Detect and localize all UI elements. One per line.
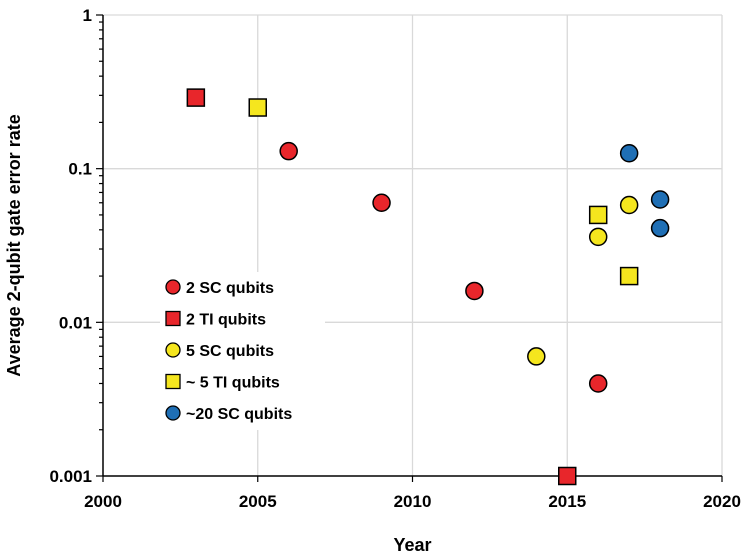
data-point [248,98,267,117]
data-point [619,143,639,163]
legend-item: 2 SC qubits [165,279,274,297]
legend-background [160,272,325,430]
y-tick-label: 0.001 [49,467,92,486]
series [527,195,639,366]
series [619,143,670,238]
legend-label: ~20 SC qubits [186,406,292,423]
legend-swatch [165,342,181,358]
data-point [650,190,670,209]
legend-label: 5 SC qubits [186,343,274,360]
legend-swatch [165,405,181,421]
data-point [186,88,206,107]
data-point [588,374,608,393]
legend-swatch [165,279,181,295]
data-point [650,218,670,238]
series [186,88,577,486]
data-point [619,266,639,286]
series [279,141,608,393]
y-axis-ticks: 0.001 0.01 0.1 1 [49,6,103,486]
data-point [588,227,608,247]
x-axis-title: Year [393,535,431,555]
legend-label: 2 SC qubits [186,280,274,297]
x-tick-label: 2020 [703,492,741,511]
data-point [588,205,608,225]
data-point [619,195,639,215]
data-points [186,88,670,486]
y-tick-label: 0.01 [59,313,92,332]
legend-item: ~20 SC qubits [165,405,292,423]
data-point [279,141,298,161]
data-point [527,347,546,366]
legend-item: 5 SC qubits [165,342,274,360]
y-axis-title: Average 2-qubit gate error rate [4,114,24,376]
legend-item: ~ 5 TI qubits [165,373,280,392]
x-tick-label: 2010 [394,492,432,511]
x-axis-ticks: 2000 2005 2010 2015 2020 [84,476,741,511]
legend-swatch [165,373,181,390]
y-tick-label: 1 [83,6,92,25]
y-tick-label: 0.1 [68,160,92,179]
data-point [465,281,484,301]
x-tick-label: 2005 [239,492,277,511]
legend-label: ~ 5 TI qubits [186,375,280,392]
x-tick-label: 2000 [84,492,122,511]
x-tick-label: 2015 [548,492,586,511]
legend-item: 2 TI qubits [165,310,266,329]
legend: 2 SC qubits 2 TI qubits 5 SC qubits ~ 5 TI … [160,272,325,430]
legend-swatch [165,310,181,327]
series [248,98,639,286]
legend-label: 2 TI qubits [186,312,266,329]
data-point [558,466,577,486]
data-point [372,193,391,213]
